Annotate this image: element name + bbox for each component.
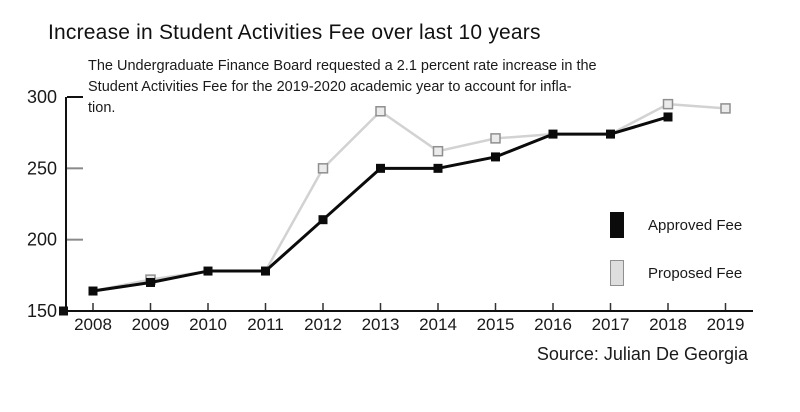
x-tick-label: 2015: [477, 315, 515, 334]
legend-item-proposed-fee: Proposed Fee: [610, 260, 742, 286]
subtitle-line-3: tion.: [88, 100, 116, 116]
approved-fee-point: [146, 277, 155, 287]
x-tick-label: 2013: [362, 315, 400, 334]
x-tick-label: 2014: [419, 315, 457, 334]
x-tick-label: 2016: [534, 315, 572, 334]
x-tick-label: 2009: [132, 315, 170, 334]
proposed-fee-label: Proposed Fee: [648, 264, 743, 282]
approved-fee-line: [92, 115, 669, 293]
y-tick-label: 250: [27, 158, 57, 178]
x-tick-label: 2011: [247, 315, 284, 334]
subtitle-line-1: The Undergraduate Finance Board requeste…: [88, 58, 597, 74]
approved-fee-point: [376, 163, 385, 173]
proposed-fee-point: [432, 145, 444, 157]
legend-item-approved-fee: Approved Fee: [610, 212, 742, 238]
x-tick-label: 2008: [74, 315, 112, 334]
chart-legend: Approved Fee Proposed Fee: [610, 212, 742, 308]
approved-fee-point: [433, 163, 443, 173]
approved-fee-point: [88, 286, 98, 296]
proposed-fee-point: [375, 106, 386, 117]
origin-marker: [59, 306, 68, 316]
x-tick-label: 2010: [189, 315, 227, 334]
approved-fee-label: Approved Fee: [648, 216, 743, 234]
chart-title: Increase in Student Activities Fee over …: [48, 21, 541, 44]
x-tick-label: 2018: [649, 315, 687, 334]
y-tick-label: 150: [27, 301, 57, 321]
x-tick-label: 2019: [707, 315, 745, 334]
approved-fee-point: [663, 112, 673, 122]
y-tick-label: 200: [27, 230, 57, 250]
approved-fee-point: [548, 129, 558, 139]
x-tick-label: 2012: [304, 315, 342, 334]
approved-fee-point: [318, 215, 328, 225]
proposed-fee-point: [317, 163, 329, 174]
x-tick-label: 2017: [592, 315, 630, 334]
approved-fee-swatch: [610, 212, 624, 238]
chart-subtitle: The Undergraduate Finance Board requeste…: [88, 56, 597, 119]
proposed-fee-point: [720, 103, 731, 114]
approved-fee-point: [606, 129, 615, 139]
approved-fee-point: [491, 152, 500, 162]
y-tick-label: 300: [27, 87, 57, 107]
proposed-fee-swatch: [610, 260, 624, 286]
source-credit: Source: Julian De Georgia: [536, 344, 748, 364]
approved-fee-point: [203, 266, 213, 276]
approved-fee-point: [261, 266, 270, 276]
subtitle-line-2: Student Activities Fee for the 2019-2020…: [88, 79, 572, 95]
proposed-fee-point: [662, 98, 674, 110]
proposed-fee-point: [490, 133, 501, 144]
